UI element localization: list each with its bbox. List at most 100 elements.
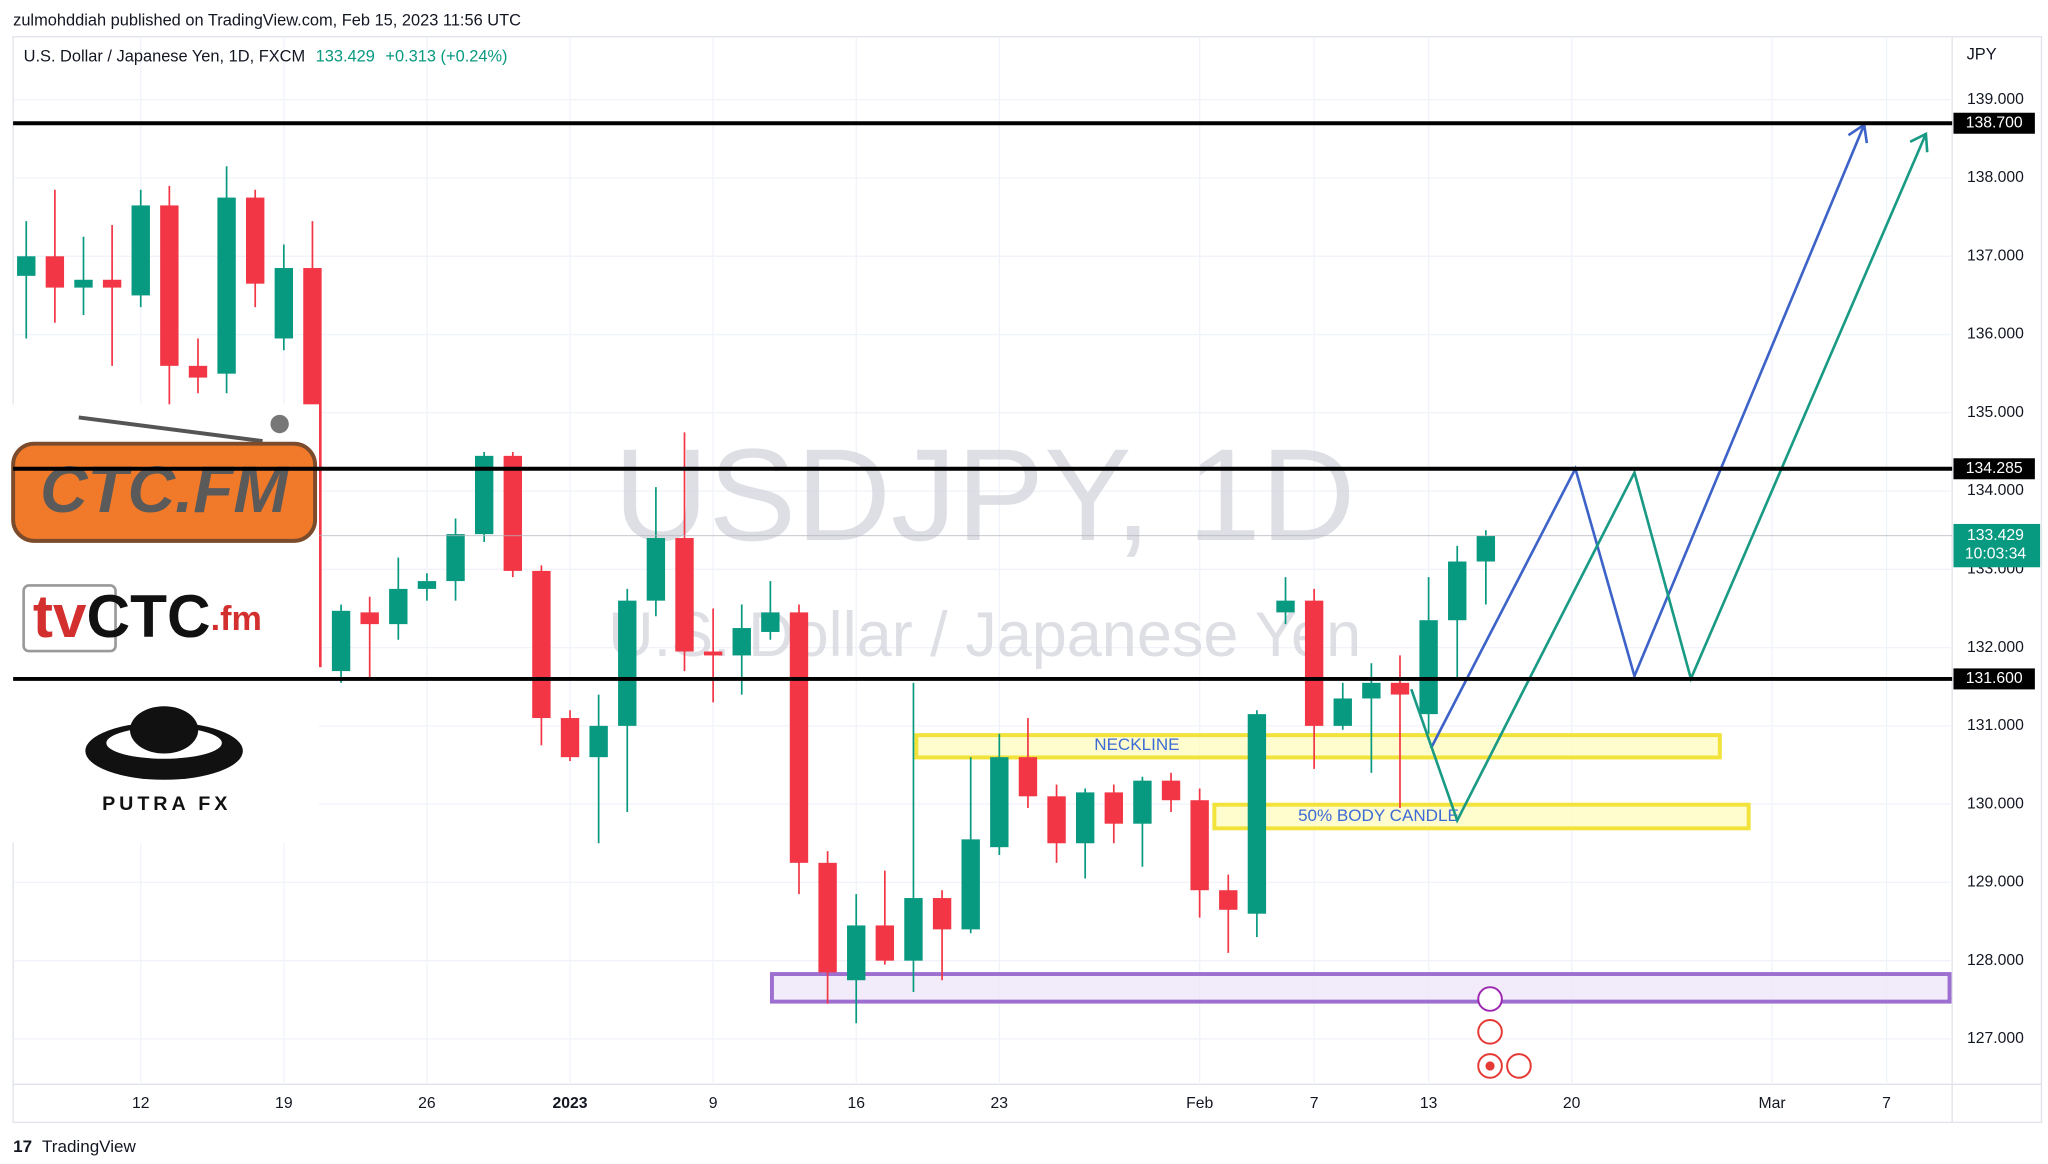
level-label: 131.600: [1966, 670, 2023, 687]
candles: [13, 166, 1953, 1024]
x-tick-label: Mar: [1758, 1095, 1785, 1112]
candle-body: [675, 538, 694, 652]
x-tick-label: 9: [709, 1095, 718, 1112]
currency: JPY: [1967, 45, 1997, 63]
last-price-label: 133.429: [1967, 527, 2024, 544]
candle-body: [160, 205, 179, 366]
antenna: [78, 415, 263, 444]
candle-body: [1190, 800, 1209, 891]
arrowhead-green: [1909, 131, 1929, 153]
y-tick-label: 128.000: [1967, 952, 2024, 969]
y-tick-label: 134.000: [1967, 482, 2024, 499]
candle-body: [818, 862, 837, 973]
y-tick-label: 135.000: [1967, 404, 2024, 421]
candle-body: [1276, 600, 1295, 613]
candle-body: [45, 256, 65, 288]
support-zone: [769, 972, 1952, 1004]
candle-body: [560, 718, 580, 758]
neckline-zone: [914, 733, 1722, 760]
candle-body: [1018, 757, 1038, 797]
candle-body: [732, 628, 751, 656]
x-tick-label: 12: [132, 1095, 150, 1112]
y-tick-label: 129.000: [1967, 874, 2024, 891]
x-tick-label: 16: [847, 1095, 865, 1112]
candle-body: [961, 839, 980, 930]
candle-body: [761, 612, 780, 632]
tvctc-part: tv: [33, 582, 87, 650]
candle-body: [875, 925, 895, 961]
candle-body: [703, 651, 723, 656]
candle-body: [847, 925, 866, 981]
candle-body: [1075, 792, 1095, 844]
candle-body: [389, 588, 408, 625]
watermark: USDJPY, 1D: [614, 421, 1356, 568]
y-tick-label: 130.000: [1967, 795, 2024, 812]
tvctc-logo: tvCTC.fm: [33, 582, 262, 650]
candle-body: [1333, 698, 1352, 726]
candle-body: [789, 612, 809, 863]
body-label: 50% BODY CANDLE: [1298, 806, 1459, 825]
last-price-box: [1953, 523, 2041, 568]
candle-body: [131, 205, 150, 296]
ctc-logo-text: CTC.FM: [40, 453, 289, 526]
x-tick-label: 23: [991, 1095, 1009, 1112]
candle-body: [904, 898, 923, 961]
candle-body: [1390, 682, 1410, 695]
candle-body: [102, 279, 122, 288]
candle-body: [188, 365, 208, 378]
candle-body: [1362, 682, 1381, 699]
candle-body: [503, 455, 522, 571]
x-tick-label: 2023: [553, 1095, 588, 1112]
level-label: 134.285: [1966, 460, 2023, 477]
footer: 17 TradingView: [13, 1137, 136, 1156]
candle-body: [932, 898, 952, 930]
candle-body: [1161, 780, 1181, 801]
tvctc-part: CTC: [87, 582, 211, 650]
logo-panel: CTC.FM tvCTC.fm PUTRA FX: [0, 404, 320, 843]
level-label-box: [1953, 458, 2035, 480]
candle-body: [246, 197, 265, 284]
candle-body: [618, 600, 637, 726]
y-tick-label: 131.000: [1967, 717, 2024, 734]
legend: U.S. Dollar / Japanese Yen, 1D, FXCM 133.…: [24, 48, 508, 66]
level-label-box: [1953, 668, 2035, 690]
y-tick-label: 132.000: [1967, 639, 2024, 656]
candle-body: [1419, 620, 1438, 715]
event-dot: [1485, 1061, 1495, 1071]
candle-body: [1219, 890, 1238, 910]
candle-body: [1304, 600, 1324, 726]
candle-body: [1133, 780, 1152, 824]
candle-body: [646, 538, 666, 601]
symbol-title: U.S. Dollar / Japanese Yen, 1D, FXCM: [24, 48, 306, 66]
price-change: +0.313 (+0.24%): [385, 48, 507, 66]
candle-body: [1448, 561, 1467, 621]
published-line: zulmohddiah published on TradingView.com…: [13, 11, 521, 29]
candle-body: [1247, 714, 1267, 914]
y-tick-label: 139.000: [1967, 91, 2024, 108]
y-tick-label: 127.000: [1967, 1030, 2024, 1047]
tvctc-part: .fm: [211, 600, 262, 638]
countdown-label: 10:03:34: [1965, 545, 2027, 562]
candle-body: [1476, 535, 1496, 562]
y-tick-label: 137.000: [1967, 247, 2024, 264]
event-icon[interactable]: [1477, 986, 1503, 1012]
projection-blue: [1429, 124, 1866, 749]
footer-brand: TradingView: [42, 1137, 136, 1156]
candle-body: [1047, 796, 1066, 844]
y-tick-label: 138.000: [1967, 169, 2024, 186]
candle-body: [532, 570, 551, 719]
event-icon[interactable]: [1506, 1053, 1532, 1079]
x-tick-label: 7: [1310, 1095, 1319, 1112]
projection-green: [1410, 133, 1928, 824]
grid: [13, 36, 1953, 1085]
neckline-label: NECKLINE: [1094, 735, 1179, 754]
event-icon[interactable]: [1477, 1019, 1503, 1045]
candle-body: [990, 757, 1009, 848]
candle-body: [589, 725, 608, 758]
candle-body: [446, 534, 465, 582]
tv-logo-mark: 17: [13, 1137, 32, 1156]
y-tick-label: 136.000: [1967, 326, 2024, 343]
x-tick-label: 7: [1882, 1095, 1891, 1112]
x-tick-label: 26: [418, 1095, 436, 1112]
